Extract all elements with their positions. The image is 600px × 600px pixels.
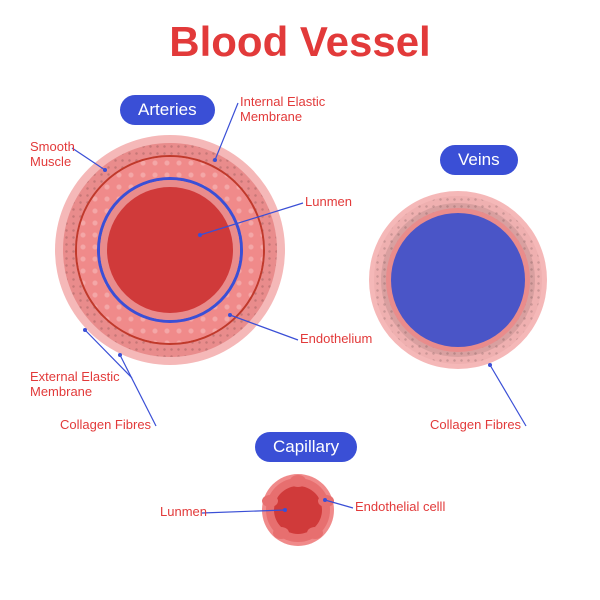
capillary-diagram xyxy=(262,474,334,546)
vein-diagram xyxy=(369,191,547,369)
artery-label-lum: Lunmen xyxy=(305,195,352,210)
capillary-label-ec: Endothelial celll xyxy=(355,500,445,515)
artery-label-sm: SmoothMuscle xyxy=(30,140,75,170)
artery-label-end: Endothelium xyxy=(300,332,372,347)
section-heading-veins: Veins xyxy=(440,145,518,175)
section-heading-capillary: Capillary xyxy=(255,432,357,462)
artery-label-iem: Internal ElasticMembrane xyxy=(240,95,325,125)
capillary-label-lum: Lunmen xyxy=(160,505,207,520)
section-heading-arteries: Arteries xyxy=(120,95,215,125)
vein-label-cf: Collagen Fibres xyxy=(430,418,521,433)
page-title: Blood Vessel xyxy=(169,18,430,66)
artery-label-eem: External ElasticMembrane xyxy=(30,370,120,400)
artery-label-cf: Collagen Fibres xyxy=(60,418,151,433)
artery-diagram xyxy=(55,135,285,365)
